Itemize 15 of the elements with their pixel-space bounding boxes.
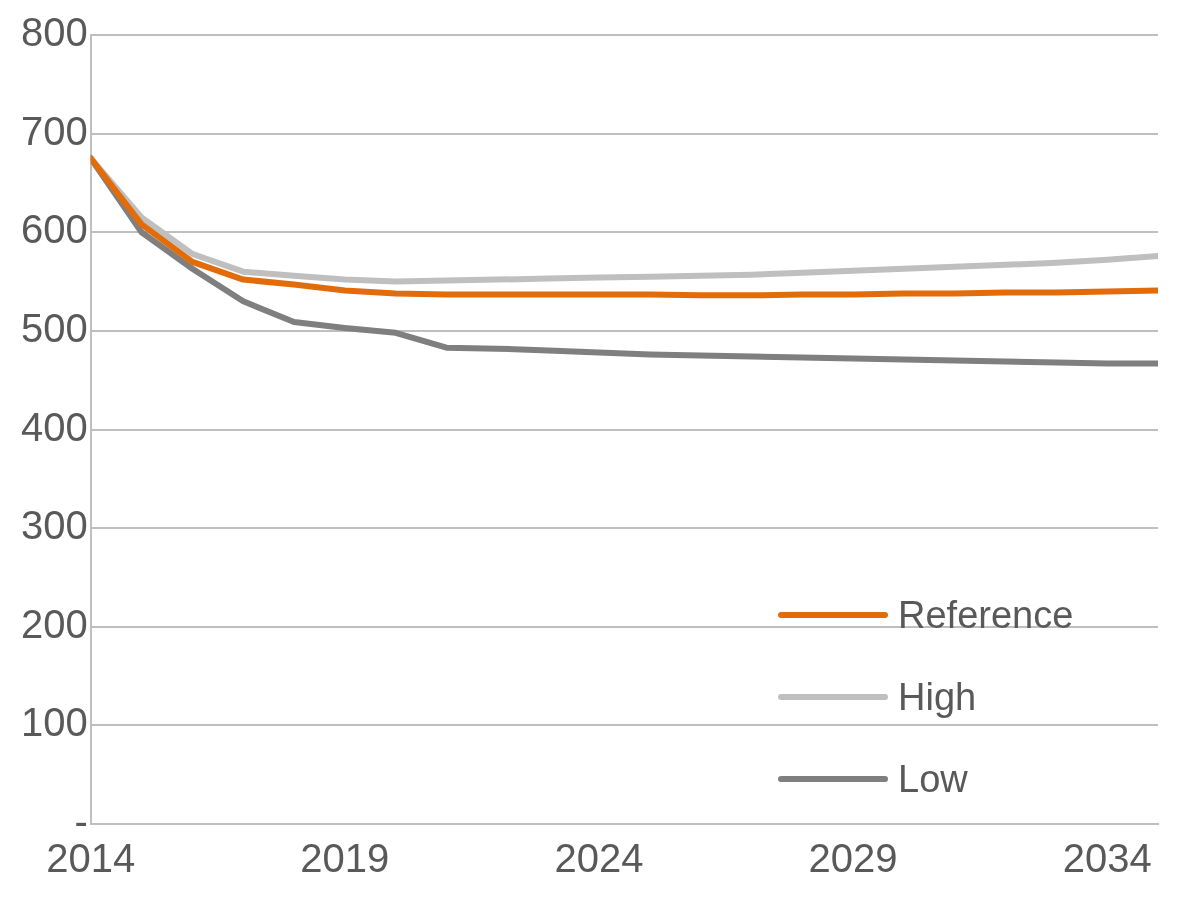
y-tick-label: 600 — [20, 207, 88, 252]
y-tick-label: 400 — [20, 404, 88, 449]
y-tick-label: 800 — [20, 10, 88, 55]
y-tick-label: 500 — [20, 305, 88, 350]
y-tick-label: 700 — [20, 108, 88, 153]
legend-label: Low — [898, 757, 968, 801]
x-tick-label: 2029 — [808, 836, 898, 881]
y-tick-label: 100 — [20, 700, 88, 745]
legend-label: Reference — [898, 593, 1074, 637]
x-tick-label: 2019 — [300, 836, 390, 881]
legend-label: High — [898, 675, 977, 719]
y-tick-label: 200 — [20, 601, 88, 646]
x-tick-label: 2024 — [554, 836, 644, 881]
y-tick-label: 300 — [20, 503, 88, 548]
x-tick-label: 2034 — [1062, 836, 1152, 881]
